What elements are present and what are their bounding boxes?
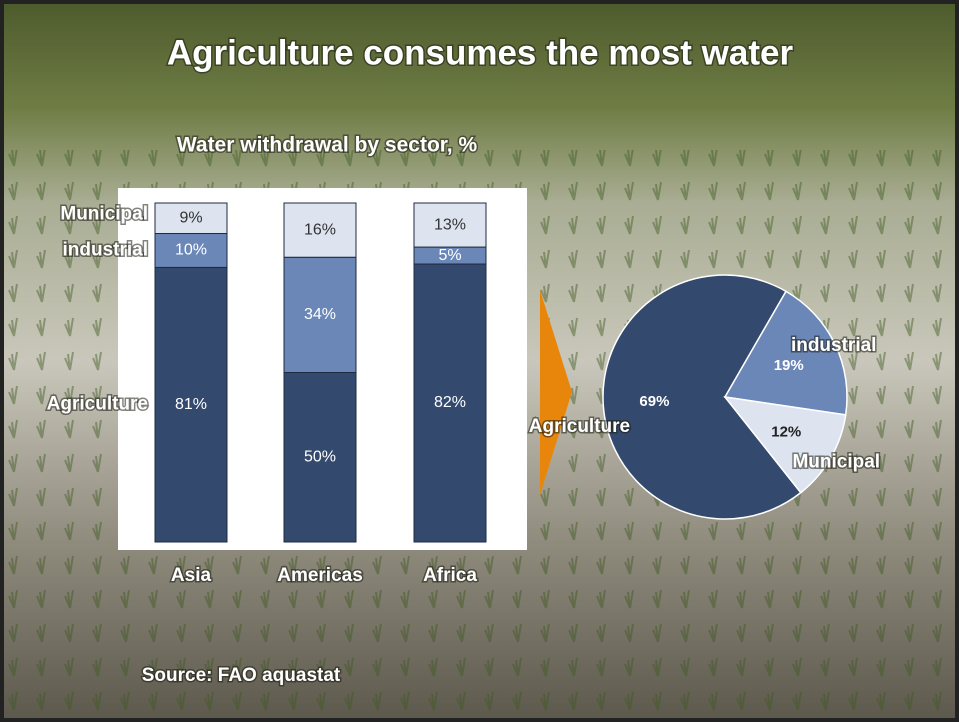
data-label: 50% — [304, 448, 336, 465]
bar-segment — [154, 202, 228, 235]
bar-segment — [283, 256, 357, 373]
data-label: 81% — [175, 396, 207, 413]
bar-segment — [154, 266, 228, 543]
pie-slice — [602, 274, 802, 520]
data-label: 34% — [304, 306, 336, 323]
arrow — [540, 290, 572, 495]
data-label: 13% — [434, 216, 466, 233]
legend-label: industrial — [62, 239, 148, 260]
x-tick-label: Americas — [277, 565, 363, 586]
x-tick-label: Africa — [423, 565, 477, 586]
slide-title: Agriculture consumes the most water — [167, 33, 794, 72]
chart-title: Water withdrawal by sector, % — [177, 134, 478, 157]
legend-label: Municipal — [60, 203, 148, 224]
charts: 81% Agriculture 10% industrial 9% Municipal As… — [45, 202, 881, 588]
data-label: 5% — [438, 247, 461, 264]
legend-label: industrial — [791, 335, 877, 356]
data-label: 82% — [434, 394, 466, 411]
data-label: 69% — [639, 393, 669, 410]
x-tick-label: Asia — [171, 565, 212, 586]
legend-label: Municipal — [792, 451, 880, 472]
data-label: 9% — [179, 209, 202, 226]
bar-segment — [154, 233, 228, 268]
bar-segment — [283, 372, 357, 543]
legend-label: Agriculture — [47, 394, 148, 415]
bar-segment — [283, 202, 357, 258]
pie-slice — [723, 290, 848, 416]
bar-segment — [413, 202, 487, 248]
data-label: 16% — [304, 221, 336, 238]
data-label: 12% — [771, 423, 801, 440]
data-label: 19% — [774, 357, 804, 374]
source: Source: FAO aquastat — [142, 665, 341, 686]
pie-slice — [723, 395, 847, 494]
legend-label: Agriculture — [529, 416, 630, 437]
data-label: 10% — [175, 242, 207, 259]
